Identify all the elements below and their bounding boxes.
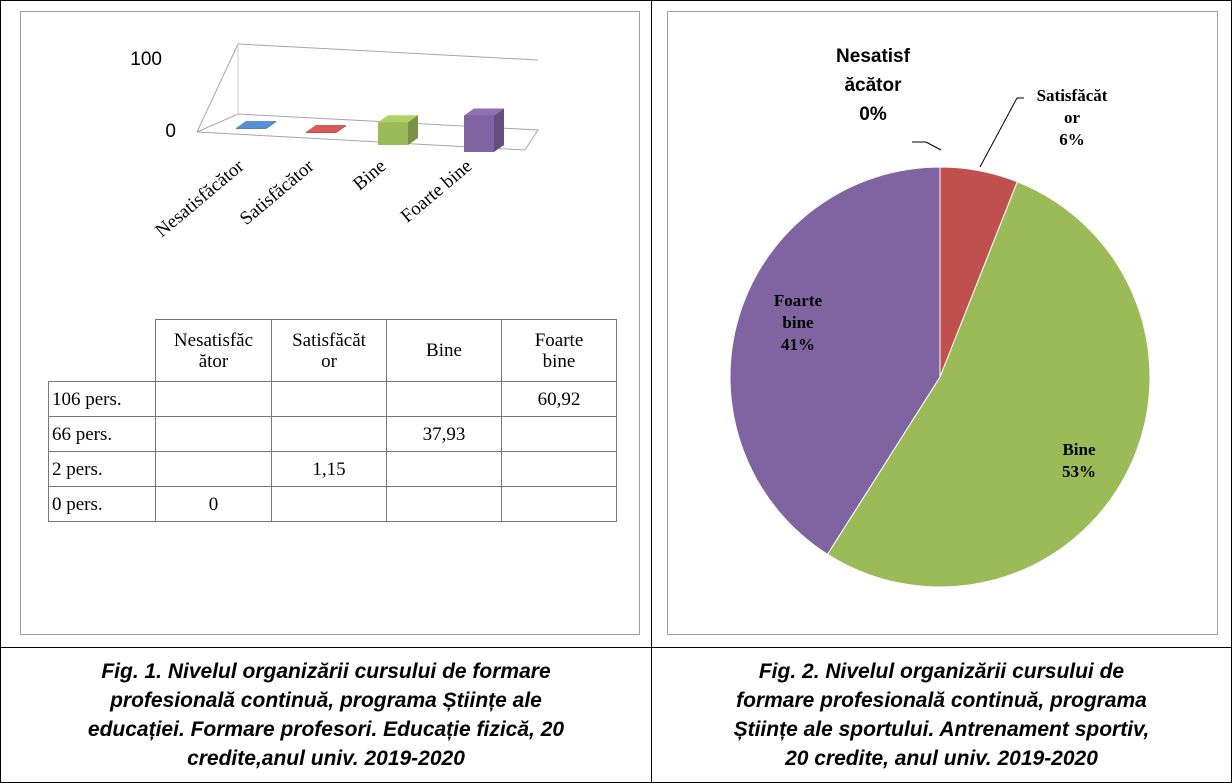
table-corner — [48, 319, 156, 382]
table-row: 106 pers. 60,92 — [48, 381, 617, 417]
caption-line: Fig. 2. Nivelul organizării cursului de — [758, 660, 1125, 683]
table-row: 2 pers. 1,15 — [48, 451, 617, 487]
table-cell: 60,92 — [501, 381, 617, 417]
pie-slice-foarte-bine — [729, 166, 941, 555]
table-cell — [155, 381, 272, 417]
caption-line: formare profesională continuă, programa — [736, 689, 1147, 712]
bar-nesatisfacator — [236, 121, 276, 129]
table-row-label: 66 pers. — [48, 416, 156, 452]
table-cell: 0 — [155, 486, 272, 522]
table-cell — [155, 451, 272, 487]
table-header-row: Nesatisfăc ător Satisfăcăt or Bine Foarte b… — [48, 319, 617, 382]
table-cell — [501, 451, 617, 487]
table-cell — [271, 416, 387, 452]
y-tick-label-1: 0 — [165, 121, 176, 142]
table-row: 0 pers. 0 — [48, 486, 617, 522]
bar-data-table: Nesatisfăc ător Satisfăcăt or Bine Foarte b… — [48, 319, 617, 522]
pie-chart: Nesatisf ăcător 0% Satisfăcăt or 6% Bine 53% Foa… — [729, 46, 1151, 588]
figure-1-caption: Fig. 1. Nivelul organizării cursului de … — [1, 648, 651, 782]
table-cell: 1,15 — [271, 451, 387, 487]
bar-bine — [378, 115, 418, 145]
left-figure-cell — [0, 0, 652, 648]
caption-line: credite,anul univ. 2019-2020 — [187, 747, 465, 770]
leader-line — [925, 141, 942, 151]
bar-foarte-bine — [464, 108, 504, 152]
pie-slice-bine — [826, 181, 1151, 588]
pie-label-satisfacator: Satisfăcăt or 6% — [1037, 86, 1108, 149]
table-header-cell: Bine — [386, 319, 502, 382]
table-cell — [501, 486, 617, 522]
caption-line: Științe ale sportului. Antrenament sport… — [733, 718, 1150, 741]
table-header-cell: Satisfăcăt or — [271, 319, 387, 382]
caption-line: 20 credite, anul univ. 2019-2020 — [785, 747, 1098, 770]
pie-label-bine: Bine 53% — [1062, 440, 1096, 481]
figure-2-caption: Fig. 2. Nivelul organizării cursului de … — [652, 648, 1231, 782]
bar-satisfacator — [306, 125, 346, 133]
table-row: 66 pers. 37,93 — [48, 416, 617, 452]
pie-label-nesatisfacator: Nesatisf ăcător 0% — [836, 46, 911, 125]
pie-label-foarte-bine: Foarte bine 41% — [774, 291, 823, 354]
table-cell — [155, 416, 272, 452]
table-cell — [386, 486, 502, 522]
table-row-label: 2 pers. — [48, 451, 156, 487]
caption-line: educației. Formare profesori. Educație f… — [87, 718, 565, 741]
table-cell — [501, 416, 617, 452]
table-row-label: 0 pers. — [48, 486, 156, 522]
y-tick-label-0: 100 — [130, 49, 162, 70]
table-row-label: 106 pers. — [48, 381, 156, 417]
leader-line — [979, 97, 1018, 168]
caption-line: profesională continuă, programa Științe … — [110, 689, 542, 712]
caption-line: Fig. 1. Nivelul organizării cursului de … — [101, 660, 551, 683]
table-header-cell: Foarte bine — [501, 319, 617, 382]
